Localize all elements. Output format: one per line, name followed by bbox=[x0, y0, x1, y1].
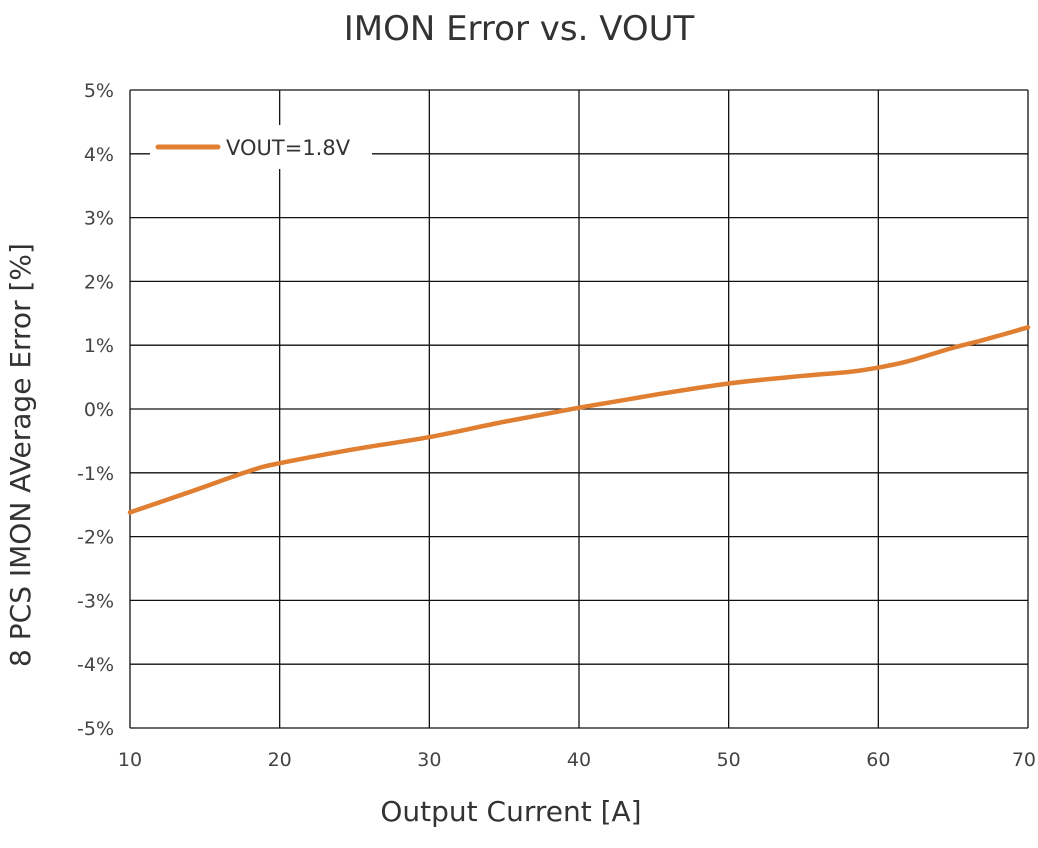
chart-title: IMON Error vs. VOUT bbox=[344, 9, 695, 49]
x-tick-label: 30 bbox=[417, 749, 441, 771]
data-point bbox=[502, 419, 507, 424]
data-point bbox=[1026, 325, 1030, 330]
y-tick-label: -3% bbox=[77, 590, 114, 612]
data-point bbox=[726, 381, 731, 386]
data-point bbox=[651, 392, 656, 397]
x-tick-label: 20 bbox=[268, 749, 292, 771]
data-point bbox=[951, 345, 956, 350]
data-point bbox=[427, 435, 432, 440]
data-point bbox=[128, 510, 132, 515]
data-point bbox=[352, 447, 357, 452]
x-tick-label: 70 bbox=[1012, 749, 1036, 771]
y-tick-label: -2% bbox=[77, 527, 114, 549]
x-tick-label: 60 bbox=[866, 749, 890, 771]
x-tick-label: 40 bbox=[567, 749, 591, 771]
y-tick-label: -4% bbox=[77, 654, 114, 676]
x-tick-labels: 10 20 30 40 50 60 70 bbox=[118, 749, 1036, 771]
y-tick-label: 2% bbox=[84, 271, 114, 293]
y-tick-label: 1% bbox=[84, 335, 114, 357]
data-point bbox=[277, 461, 282, 466]
data-point bbox=[577, 405, 581, 410]
y-tick-label: 0% bbox=[84, 399, 114, 421]
series-line-vout-1-8v bbox=[127, 325, 1031, 515]
legend: VOUT=1.8V bbox=[150, 125, 372, 169]
data-point bbox=[876, 365, 881, 370]
y-axis-label: 8 PCS IMON AVerage Error [%] bbox=[4, 243, 37, 667]
data-point bbox=[846, 369, 851, 374]
y-tick-labels: 5% 4% 3% 2% 1% 0% -1% -2% -3% -4% -5% bbox=[77, 80, 114, 740]
data-point bbox=[981, 338, 986, 343]
data-point bbox=[801, 373, 806, 378]
data-point bbox=[187, 489, 192, 494]
y-tick-label: -5% bbox=[77, 718, 114, 740]
y-tick-label: 3% bbox=[84, 208, 114, 230]
y-tick-label: 4% bbox=[84, 144, 114, 166]
x-tick-label: 10 bbox=[118, 749, 142, 771]
series-lines bbox=[127, 325, 1031, 515]
y-tick-label: -1% bbox=[77, 463, 114, 485]
x-axis-label: Output Current [A] bbox=[380, 795, 641, 828]
x-tick-label: 50 bbox=[717, 749, 741, 771]
data-point bbox=[247, 468, 252, 473]
data-point bbox=[906, 359, 911, 364]
legend-label: VOUT=1.8V bbox=[226, 136, 351, 160]
y-tick-label: 5% bbox=[84, 80, 114, 102]
